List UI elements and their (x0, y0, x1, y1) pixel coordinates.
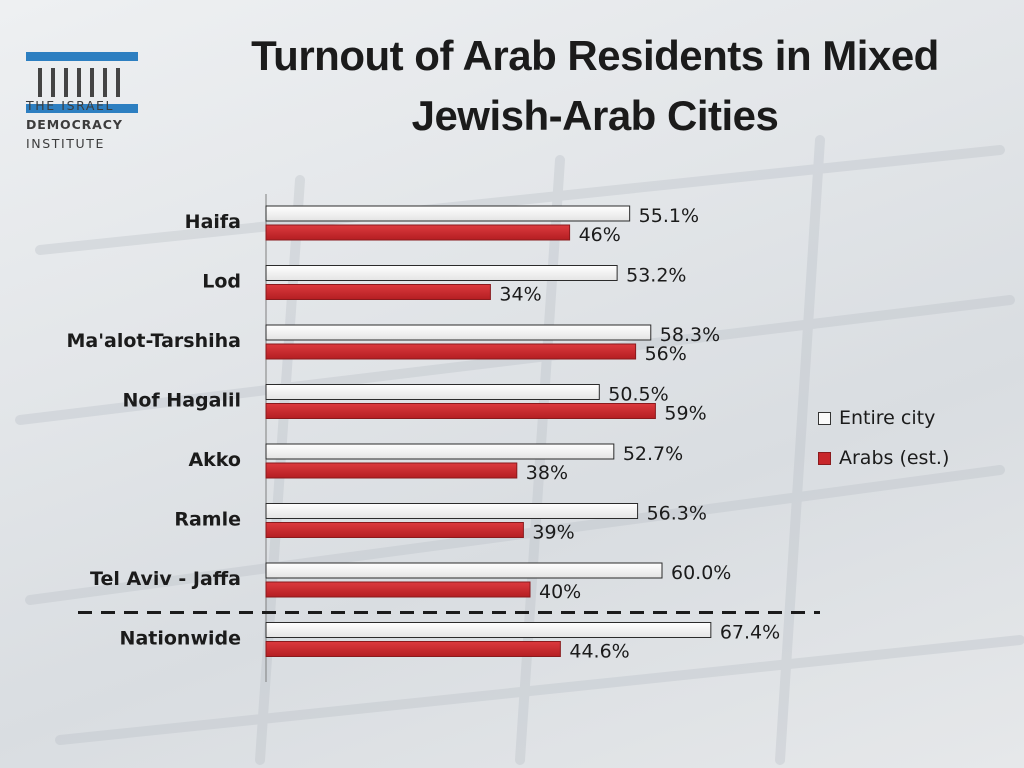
category-label: Ma'alot-Tarshiha (66, 330, 241, 352)
category-label: Nationwide (120, 628, 241, 650)
logo-line-2: DEMOCRACY (26, 117, 123, 132)
legend-swatch-arabs (818, 451, 831, 465)
data-label-entire-city: 55.1% (639, 205, 699, 227)
bar-arabs (265, 522, 524, 538)
chart-legend: Entire city Arabs (est.) (818, 398, 949, 478)
bar-entire-city (265, 205, 631, 222)
data-label-arabs: 38% (526, 462, 568, 484)
legend-label-arabs: Arabs (est.) (839, 447, 950, 469)
data-label-entire-city: 52.7% (623, 443, 683, 465)
category-label: Akko (188, 449, 241, 471)
data-label-arabs: 40% (539, 581, 581, 603)
bar-arabs (265, 284, 491, 300)
data-label-entire-city: 53.2% (626, 265, 686, 287)
bar-entire-city (265, 562, 663, 579)
category-label: Lod (202, 271, 241, 293)
data-label-entire-city: 67.4% (720, 622, 780, 644)
data-label-arabs: 46% (579, 224, 621, 246)
bar-entire-city (265, 443, 615, 460)
chart-title: Turnout of Arab Residents in Mixed Jewis… (190, 26, 1000, 146)
israel-democracy-institute-logo (26, 52, 138, 113)
logo-line-3: INSTITUTE (26, 136, 106, 151)
bar-arabs (265, 224, 571, 241)
bar-entire-city (265, 265, 618, 281)
data-label-arabs: 44.6% (569, 641, 629, 663)
bar-arabs (265, 343, 637, 360)
bar-arabs (265, 641, 561, 657)
bar-arabs (265, 462, 518, 479)
legend-item-entire-city: Entire city (818, 398, 949, 438)
legend-item-arabs: Arabs (est.) (818, 438, 949, 478)
data-label-arabs: 39% (532, 522, 574, 544)
data-label-arabs: 34% (499, 284, 541, 306)
data-label-entire-city: 56.3% (647, 503, 707, 525)
legend-label-entire-city: Entire city (839, 407, 936, 429)
legend-swatch-entire-city (818, 411, 831, 425)
category-label: Haifa (185, 211, 241, 233)
bar-entire-city (265, 324, 652, 341)
logo-line-1: THE ISRAEL (26, 98, 115, 113)
bar-entire-city (265, 384, 600, 400)
category-label: Nof Hagalil (122, 390, 241, 412)
logo-text: THE ISRAEL DEMOCRACY INSTITUTE (26, 96, 142, 153)
title-line-2: Jewish-Arab Cities (411, 92, 779, 139)
bar-arabs (265, 403, 656, 419)
data-label-entire-city: 60.0% (671, 562, 731, 584)
bar-entire-city (265, 503, 639, 519)
data-label-entire-city: 58.3% (660, 324, 720, 346)
bar-entire-city (265, 622, 712, 638)
bar-arabs (265, 581, 531, 598)
title-line-1: Turnout of Arab Residents in Mixed (251, 32, 939, 79)
data-label-arabs: 59% (664, 403, 706, 425)
data-label-entire-city: 50.5% (608, 384, 668, 406)
category-label: Tel Aviv - Jaffa (90, 568, 241, 590)
category-label: Ramle (174, 509, 241, 531)
data-label-arabs: 56% (645, 343, 687, 365)
